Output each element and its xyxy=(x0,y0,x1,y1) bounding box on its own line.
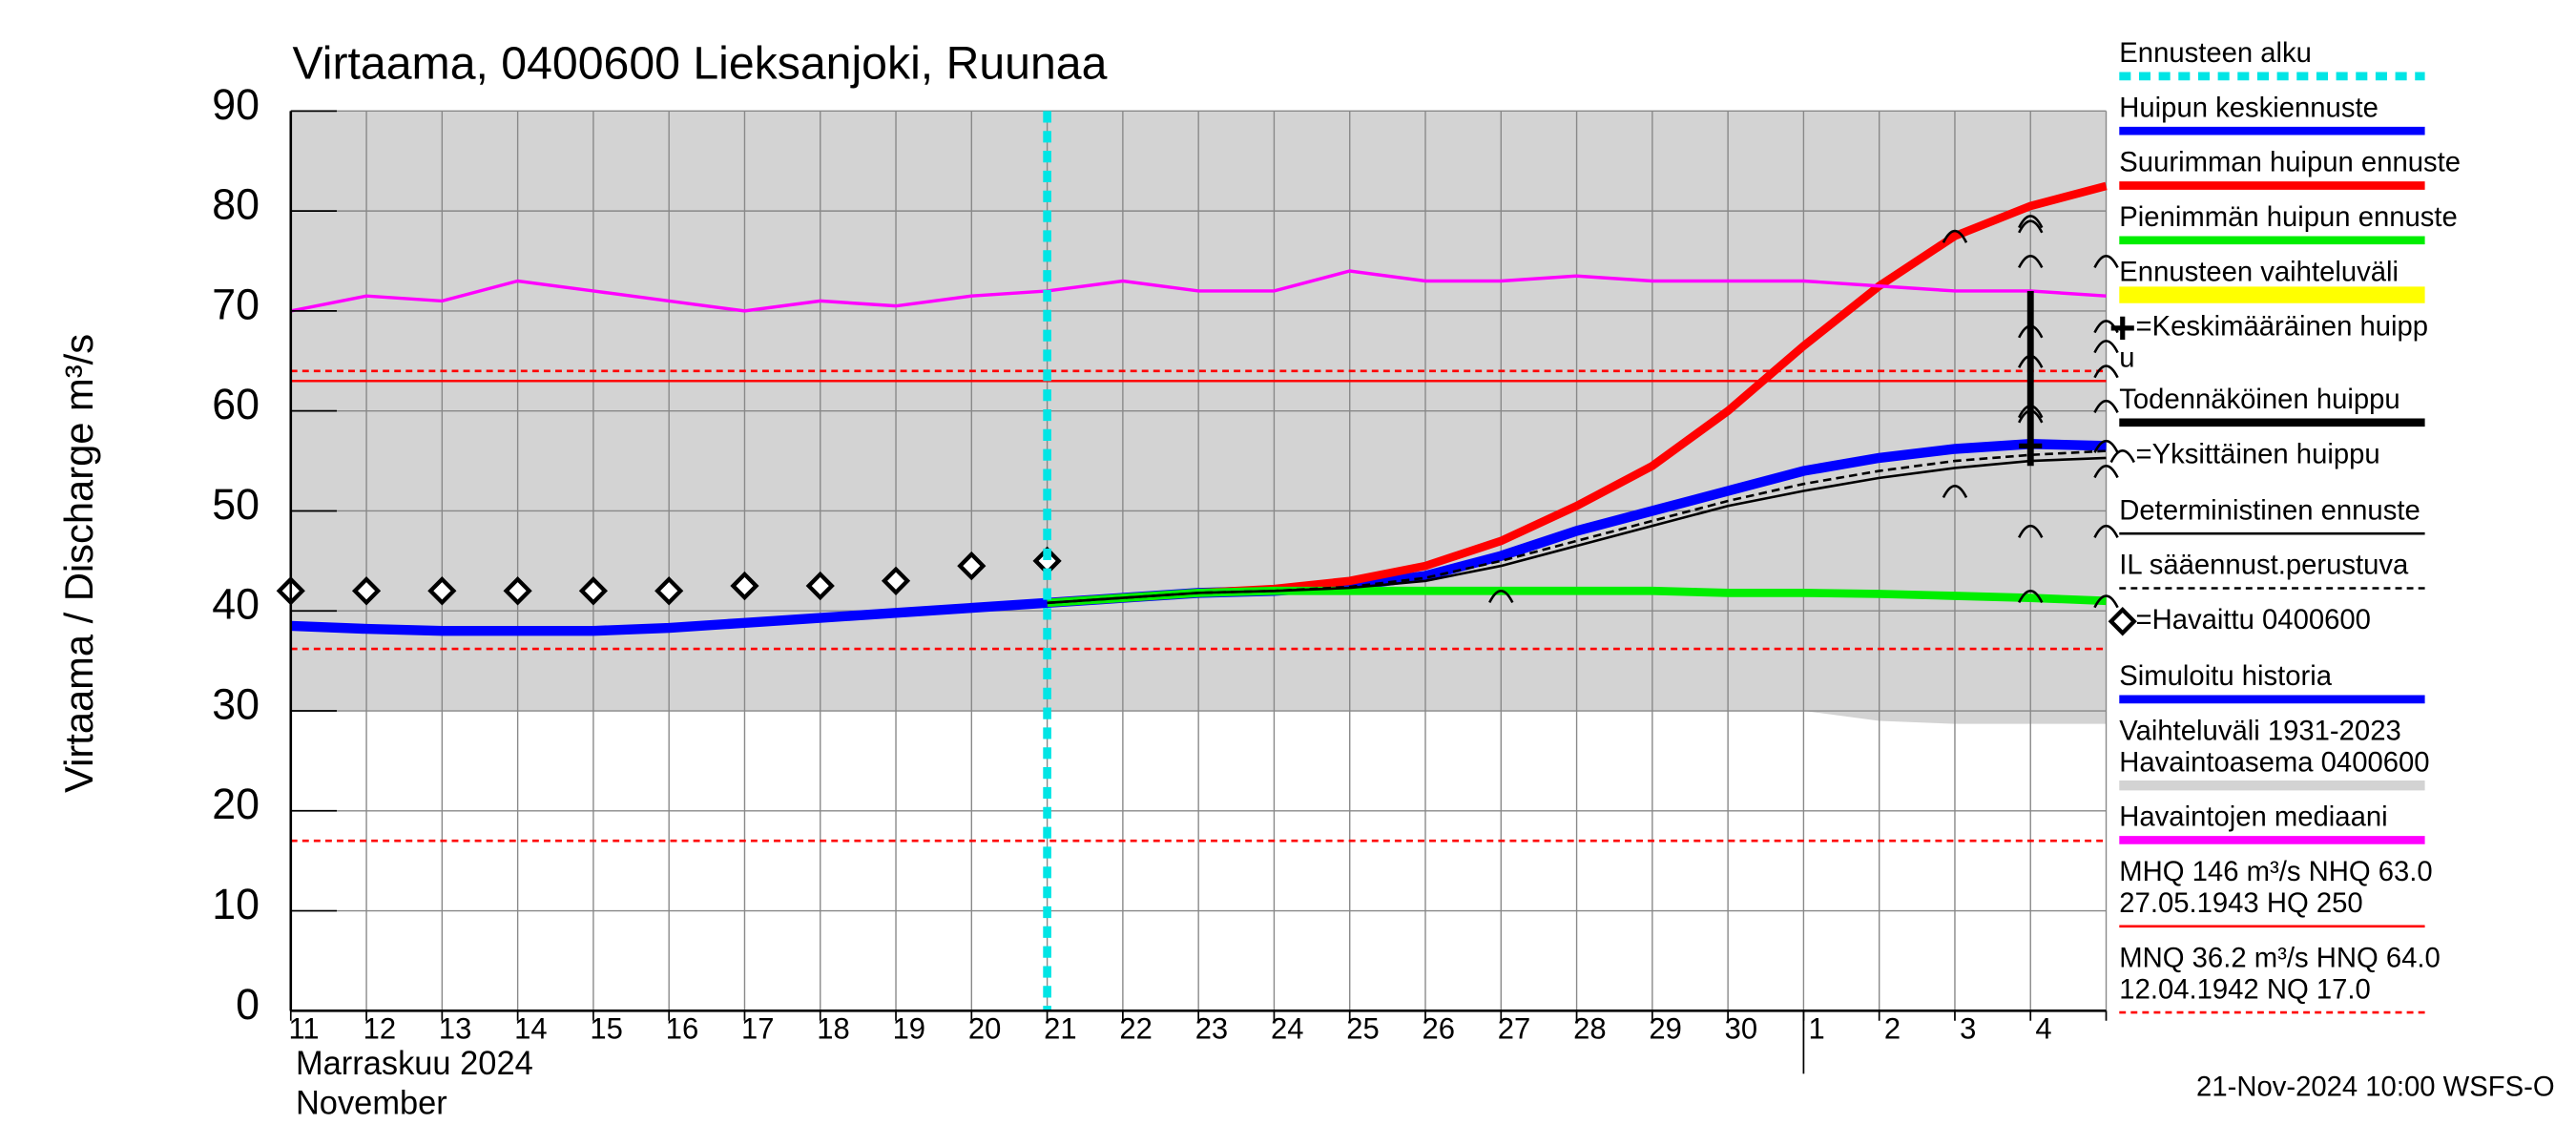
y-tick-label: 0 xyxy=(236,980,260,1029)
legend-label: =Yksittäinen huippu xyxy=(2136,438,2380,469)
x-axis-label: Marraskuu 2024 xyxy=(296,1046,533,1082)
peak-arc xyxy=(2093,364,2119,379)
observed-point xyxy=(881,566,911,596)
footer: 21-Nov-2024 10:00 WSFS-O xyxy=(2196,1072,2555,1103)
peak-arc xyxy=(2093,524,2119,538)
peak-arc xyxy=(2093,340,2119,354)
y-tick-label: 10 xyxy=(212,880,260,928)
x-tick-label: 26 xyxy=(1423,1011,1455,1045)
y-tick-label: 20 xyxy=(212,780,260,828)
peak-arc xyxy=(1488,590,1514,604)
x-tick-label: 27 xyxy=(1498,1011,1530,1045)
legend-label: Huipun keskiennuste xyxy=(2119,92,2379,123)
peak-arc xyxy=(2018,255,2044,269)
legend-label: Ennusteen vaihteluväli xyxy=(2119,256,2399,287)
peak-arc xyxy=(2093,439,2119,453)
peak-arc xyxy=(2093,465,2119,479)
y-tick-label: 60 xyxy=(212,380,260,428)
peak-arc xyxy=(2018,354,2044,368)
x-tick-label: 14 xyxy=(514,1011,547,1045)
legend-label: 12.04.1942 NQ 17.0 xyxy=(2119,973,2370,1005)
y-tick-label: 90 xyxy=(212,80,260,129)
peak-arc xyxy=(2018,590,2044,604)
x-tick-label: 28 xyxy=(1573,1011,1606,1045)
mean-peak xyxy=(2019,434,2043,458)
x-tick-label: 4 xyxy=(2035,1011,2051,1045)
peak-arc xyxy=(2018,324,2044,339)
legend-symbol xyxy=(2110,316,2134,341)
x-tick-label: 2 xyxy=(1884,1011,1901,1045)
legend-label: Pienimmän huipun ennuste xyxy=(2119,201,2457,233)
legend-label: MNQ 36.2 m³/s HNQ 64.0 xyxy=(2119,942,2440,973)
x-tick-label: 11 xyxy=(288,1011,319,1045)
peak-arc xyxy=(2018,524,2044,538)
peak-arc xyxy=(1942,485,1968,499)
y-tick-label: 50 xyxy=(212,480,260,529)
peak-arc xyxy=(2018,409,2044,424)
legend-label: IL sääennust.perustuva xyxy=(2119,550,2409,581)
y-tick-label: 30 xyxy=(212,679,260,728)
legend-symbol xyxy=(2109,449,2135,464)
legend-label: u xyxy=(2119,343,2134,374)
y-tick-label: 40 xyxy=(212,580,260,629)
x-tick-label: 24 xyxy=(1271,1011,1303,1045)
peak-arc xyxy=(1942,229,1968,243)
legend-label: Havaintoasema 0400600 xyxy=(2119,746,2429,778)
peak-arc xyxy=(2093,399,2119,413)
legend-label: Suurimman huipun ennuste xyxy=(2119,147,2461,178)
x-tick-label: 19 xyxy=(893,1011,925,1045)
peak-arc xyxy=(2018,219,2044,234)
peak-arc xyxy=(2093,255,2119,269)
legend-label: 27.05.1943 HQ 250 xyxy=(2119,887,2362,919)
observed-point xyxy=(578,576,609,606)
x-tick-label: 16 xyxy=(666,1011,698,1045)
peak-arc xyxy=(2093,594,2119,609)
x-tick-label: 20 xyxy=(968,1011,1001,1045)
x-tick-label: 1 xyxy=(1809,1011,1825,1045)
x-tick-label: 23 xyxy=(1195,1011,1228,1045)
peak-arc xyxy=(2018,215,2044,229)
y-tick-label: 80 xyxy=(212,179,260,228)
x-tick-label: 12 xyxy=(364,1011,396,1045)
legend-label: Deterministinen ennuste xyxy=(2119,494,2420,526)
x-axis-label: November xyxy=(296,1085,447,1121)
x-tick-label: 17 xyxy=(741,1011,774,1045)
legend-label: =Havaittu 0400600 xyxy=(2136,604,2371,635)
legend-label: MHQ 146 m³/s NHQ 63.0 xyxy=(2119,856,2432,887)
y-tick-label: 70 xyxy=(212,280,260,328)
observed-point xyxy=(730,571,759,601)
observed-point xyxy=(957,551,987,581)
x-tick-label: 15 xyxy=(590,1011,622,1045)
x-tick-label: 25 xyxy=(1346,1011,1379,1045)
series-line xyxy=(1047,449,2107,605)
series-line xyxy=(290,597,1048,636)
observed-point xyxy=(427,576,457,606)
y-axis-label: Virtaama / Discharge m³/s xyxy=(56,334,101,793)
x-tick-label: 18 xyxy=(817,1011,849,1045)
legend-symbol xyxy=(2108,607,2137,636)
legend-label: Vaihteluväli 1931-2023 xyxy=(2119,715,2400,746)
peak-arc xyxy=(2018,405,2044,419)
series-line xyxy=(290,269,2107,313)
legend-label: Havaintojen mediaani xyxy=(2119,802,2387,833)
x-tick-label: 22 xyxy=(1119,1011,1152,1045)
legend-label: Todennäköinen huippu xyxy=(2119,384,2399,415)
legend-label: =Keskimääräinen huipp xyxy=(2136,311,2429,343)
observed-point xyxy=(503,576,532,606)
observed-point xyxy=(805,571,835,601)
legend-label: Ennusteen alku xyxy=(2119,37,2312,69)
x-tick-label: 13 xyxy=(439,1011,471,1045)
x-tick-label: 29 xyxy=(1649,1011,1681,1045)
observed-point xyxy=(654,576,684,606)
x-tick-label: 3 xyxy=(1960,1011,1976,1045)
chart-title: Virtaama, 0400600 Lieksanjoki, Ruunaa xyxy=(293,37,1108,89)
x-tick-label: 21 xyxy=(1044,1011,1076,1045)
observed-point xyxy=(351,576,382,606)
legend-label: Simuloitu historia xyxy=(2119,660,2332,692)
x-tick-label: 30 xyxy=(1725,1011,1757,1045)
